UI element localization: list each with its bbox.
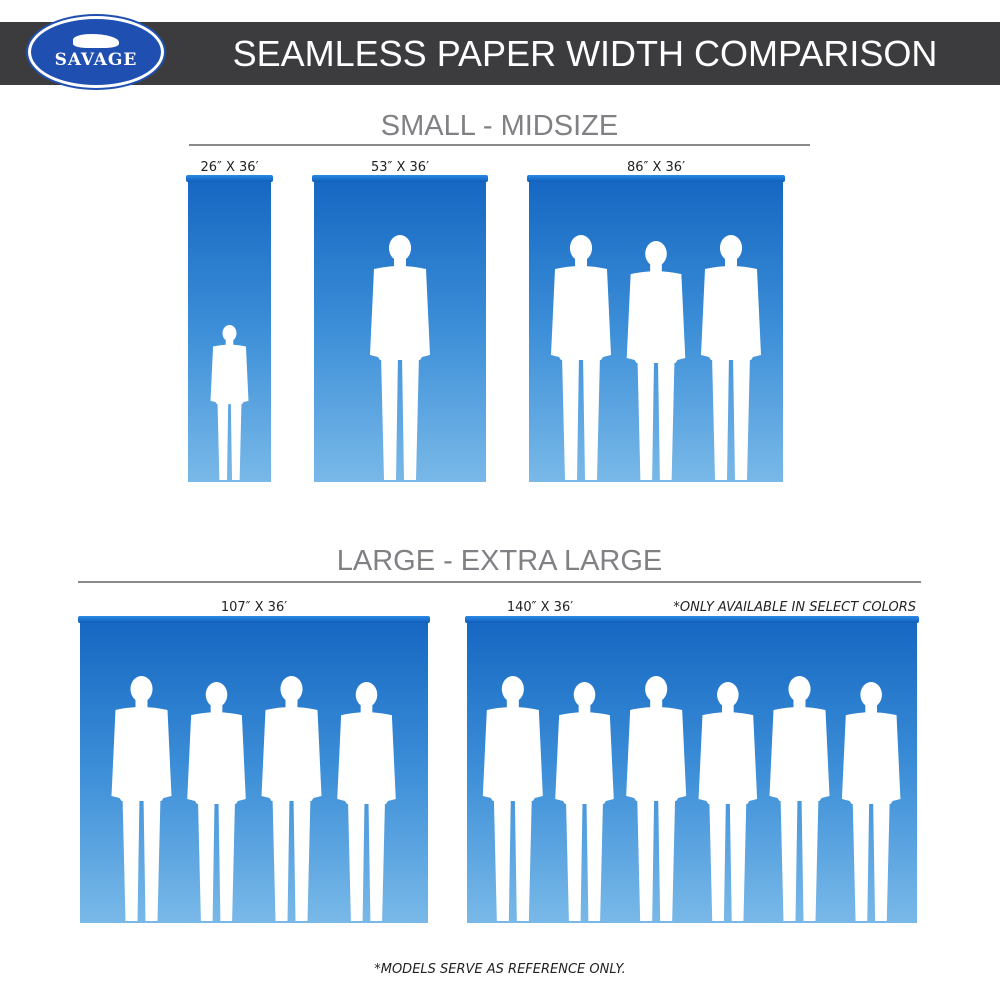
page-title: SEAMLESS PAPER WIDTH COMPARISON — [232, 33, 938, 74]
person-silhouette — [555, 682, 614, 921]
footnote: *MODELS SERVE AS REFERENCE ONLY. — [374, 962, 626, 977]
size-label: 26″ X 36′ — [200, 160, 259, 175]
logo-text: SAVAGE — [54, 50, 138, 70]
paper-panel-26 — [186, 175, 273, 482]
person-silhouette — [841, 682, 901, 921]
person-silhouette — [626, 676, 687, 921]
header-bar — [0, 22, 1000, 85]
availability-note: *ONLY AVAILABLE IN SELECT COLORS — [673, 600, 916, 615]
person-silhouette — [337, 682, 396, 921]
divider — [189, 144, 810, 146]
paper-panel-53 — [312, 175, 488, 482]
paper-panel-140 — [465, 616, 919, 923]
size-label: 107″ X 36′ — [220, 600, 288, 615]
person-silhouette — [482, 676, 543, 921]
person-silhouette — [626, 241, 686, 480]
paper-panel-107 — [78, 616, 430, 923]
size-label: 140″ X 36′ — [506, 600, 574, 615]
person-silhouette — [769, 676, 830, 921]
savage-logo: SAVAGE — [28, 16, 164, 88]
section-title-small: SMALL - MIDSIZE — [380, 110, 619, 142]
size-label: 53″ X 36′ — [370, 160, 430, 175]
person-silhouette — [187, 682, 246, 921]
size-label: 86″ X 36′ — [626, 160, 686, 175]
person-silhouette — [261, 676, 322, 921]
section-title-large: LARGE - EXTRA LARGE — [336, 545, 663, 577]
person-silhouette — [701, 235, 761, 480]
person-silhouette — [551, 235, 611, 480]
divider — [78, 581, 921, 583]
person-silhouette — [111, 676, 172, 921]
person-silhouette — [370, 235, 430, 480]
person-silhouette — [698, 682, 758, 921]
paper-panel-86 — [527, 175, 785, 482]
panther-icon — [73, 34, 119, 48]
person-silhouette — [210, 325, 249, 480]
